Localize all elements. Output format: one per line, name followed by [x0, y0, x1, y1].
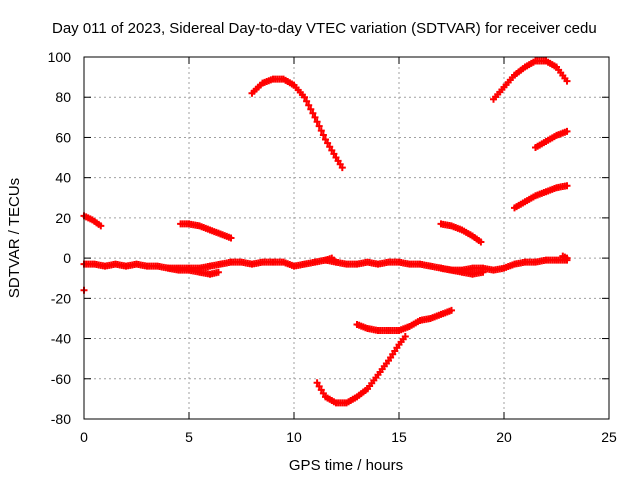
series-baseline-dip [164, 264, 222, 278]
x-tick-label: 25 [601, 429, 617, 445]
data-point [315, 122, 323, 130]
data-point [563, 182, 571, 190]
data-point [324, 139, 332, 147]
data-point [303, 97, 311, 105]
data-point [319, 131, 327, 139]
y-axis-label: SDTVAR / TECUs [6, 178, 23, 298]
series-end-baseline [559, 252, 571, 262]
data-point [448, 306, 455, 314]
data-point [307, 105, 315, 113]
y-tick-label: -20 [51, 290, 71, 306]
series-s3 [248, 75, 346, 172]
grid-lines [84, 57, 609, 419]
data-point [563, 254, 571, 262]
data-point [563, 77, 571, 85]
data-point [315, 382, 323, 390]
series-bump-12 [322, 254, 340, 266]
axis-ticks: 0 5 10 15 20 25 -80 -60 -40 -20 0 20 40 60 80 100 [48, 49, 617, 445]
data-point [317, 386, 325, 394]
data-point [97, 222, 105, 230]
data-point [305, 101, 313, 109]
data-point [328, 146, 336, 154]
series-s4 [437, 220, 485, 246]
data-point [338, 164, 346, 172]
series-s2 [177, 220, 235, 242]
x-tick-label: 20 [496, 429, 512, 445]
data-point [563, 127, 571, 135]
data-point [477, 238, 485, 246]
series-baseline-dip-2 [437, 264, 487, 278]
series-s8 [353, 306, 455, 335]
data-point [326, 143, 334, 151]
series-s9 [313, 333, 409, 407]
data-point [313, 118, 321, 126]
data-point [319, 389, 327, 397]
data-point [309, 109, 317, 117]
x-tick-label: 15 [391, 429, 407, 445]
chart-title: Day 011 of 2023, Sidereal Day-to-day VTE… [52, 20, 597, 37]
data-point [479, 268, 487, 276]
y-tick-label: 80 [55, 89, 71, 105]
y-tick-label: 40 [55, 170, 71, 186]
data-point [313, 379, 321, 387]
data-point [322, 135, 329, 143]
y-tick-label: 100 [48, 49, 72, 65]
y-tick-label: -80 [51, 411, 71, 427]
data-point [317, 127, 325, 135]
x-tick-label: 5 [185, 429, 193, 445]
y-tick-label: 20 [55, 210, 71, 226]
series-s6 [532, 127, 571, 151]
data-point [330, 150, 338, 158]
series-s7 [511, 182, 571, 212]
data-points [80, 57, 571, 407]
x-tick-label: 10 [286, 429, 302, 445]
y-tick-label: -40 [51, 331, 71, 347]
y-tick-label: -60 [51, 371, 71, 387]
y-tick-label: 0 [63, 250, 71, 266]
data-point [332, 258, 340, 266]
data-point [214, 268, 222, 276]
data-point [301, 93, 308, 101]
y-tick-label: 60 [55, 129, 71, 145]
plot-frame [83, 56, 610, 420]
series-s5 [490, 57, 571, 103]
data-point [311, 113, 319, 121]
data-point [401, 333, 409, 341]
x-axis-label: GPS time / hours [289, 457, 403, 474]
data-point [227, 234, 235, 242]
x-tick-label: 0 [80, 429, 88, 445]
